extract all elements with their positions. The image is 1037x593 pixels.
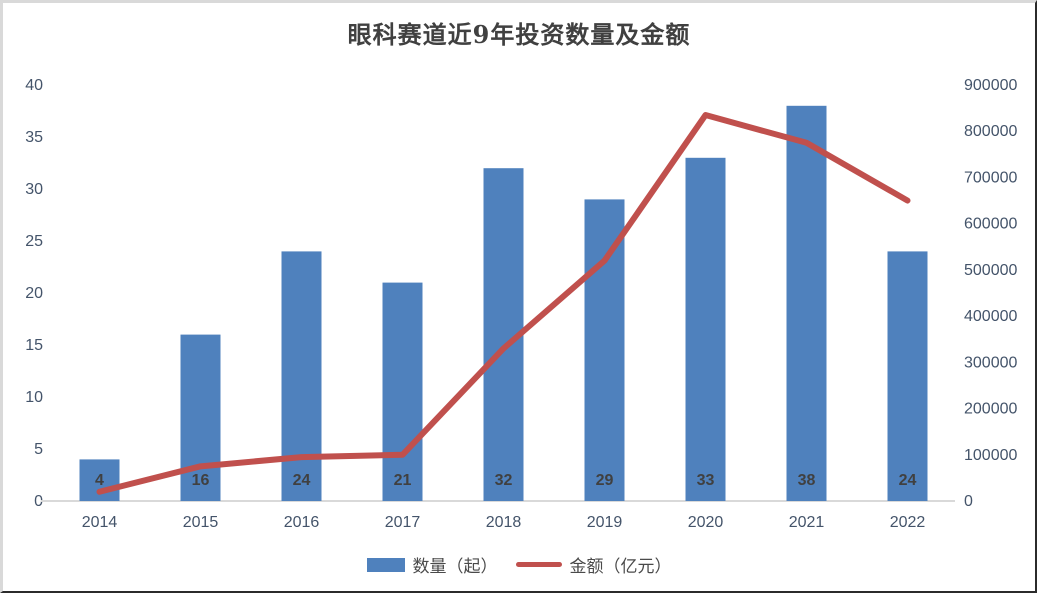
right-axis-tick: 100000	[964, 447, 1017, 464]
combo-chart-canvas: 0 5 10 15 20 25 30 35 40 0 100000 200000 300000 40000…	[25, 77, 1017, 531]
chart-legend: 数量（起） 金额（亿元）	[3, 552, 1035, 577]
bar-2022	[887, 251, 928, 501]
x-axis-tick: 2015	[183, 514, 219, 531]
x-axis-tick: 2017	[385, 514, 421, 531]
right-axis-tick: 400000	[964, 308, 1017, 325]
bar-2020	[685, 157, 726, 502]
legend-label-amount: 金额（亿元）	[569, 557, 672, 577]
x-axis-tick: 2020	[688, 514, 724, 531]
right-axis-tick: 500000	[964, 262, 1017, 279]
bar-value-label: 16	[192, 472, 210, 489]
bar-2015	[180, 334, 221, 501]
right-axis-tick: 900000	[964, 77, 1017, 94]
bar-value-label: 38	[798, 472, 816, 489]
bar-value-label: 4	[95, 472, 104, 489]
x-axis-tick: 2021	[789, 514, 825, 531]
left-axis-tick: 25	[25, 233, 43, 250]
left-axis-tick: 5	[34, 441, 43, 458]
left-axis-tick: 30	[25, 181, 43, 198]
x-axis-tick: 2018	[486, 514, 522, 531]
bar-value-label: 29	[596, 472, 614, 489]
x-axis-tick: 2019	[587, 514, 623, 531]
bar-2019	[584, 199, 625, 501]
right-axis-tick: 200000	[964, 401, 1017, 418]
x-axis-tick: 2014	[82, 514, 118, 531]
right-axis-tick: 800000	[964, 123, 1017, 140]
x-axis-tick: 2022	[890, 514, 926, 531]
legend-label-quantity: 数量（起）	[412, 557, 498, 577]
bar-2016	[281, 251, 322, 501]
left-axis-tick: 15	[25, 337, 43, 354]
right-axis-tick: 600000	[964, 216, 1017, 233]
bar-value-label: 24	[899, 472, 917, 489]
right-axis-tick: 700000	[964, 169, 1017, 186]
x-axis-tick: 2016	[284, 514, 320, 531]
bar-value-label: 24	[293, 472, 311, 489]
left-axis-tick: 0	[34, 493, 43, 510]
left-axis-tick: 20	[25, 285, 43, 302]
chart-title: 眼科赛道近9年投资数量及金额	[347, 20, 691, 49]
bar-value-label: 21	[394, 472, 412, 489]
bar-value-label: 32	[495, 472, 513, 489]
bar-series-swatch-icon	[366, 557, 405, 572]
left-axis-tick: 40	[25, 77, 43, 94]
legend-item-quantity: 数量（起）	[366, 552, 498, 577]
line-series-swatch-icon	[515, 562, 562, 567]
left-axis-tick: 35	[25, 129, 43, 146]
bar-2021	[786, 105, 827, 502]
right-axis-tick: 0	[964, 493, 973, 510]
legend-item-amount: 金额（亿元）	[515, 552, 672, 577]
left-axis-tick: 10	[25, 389, 43, 406]
bar-value-label: 33	[697, 472, 715, 489]
right-axis-tick: 300000	[964, 354, 1017, 371]
bar-2017	[382, 282, 423, 501]
amount-line	[96, 112, 911, 495]
